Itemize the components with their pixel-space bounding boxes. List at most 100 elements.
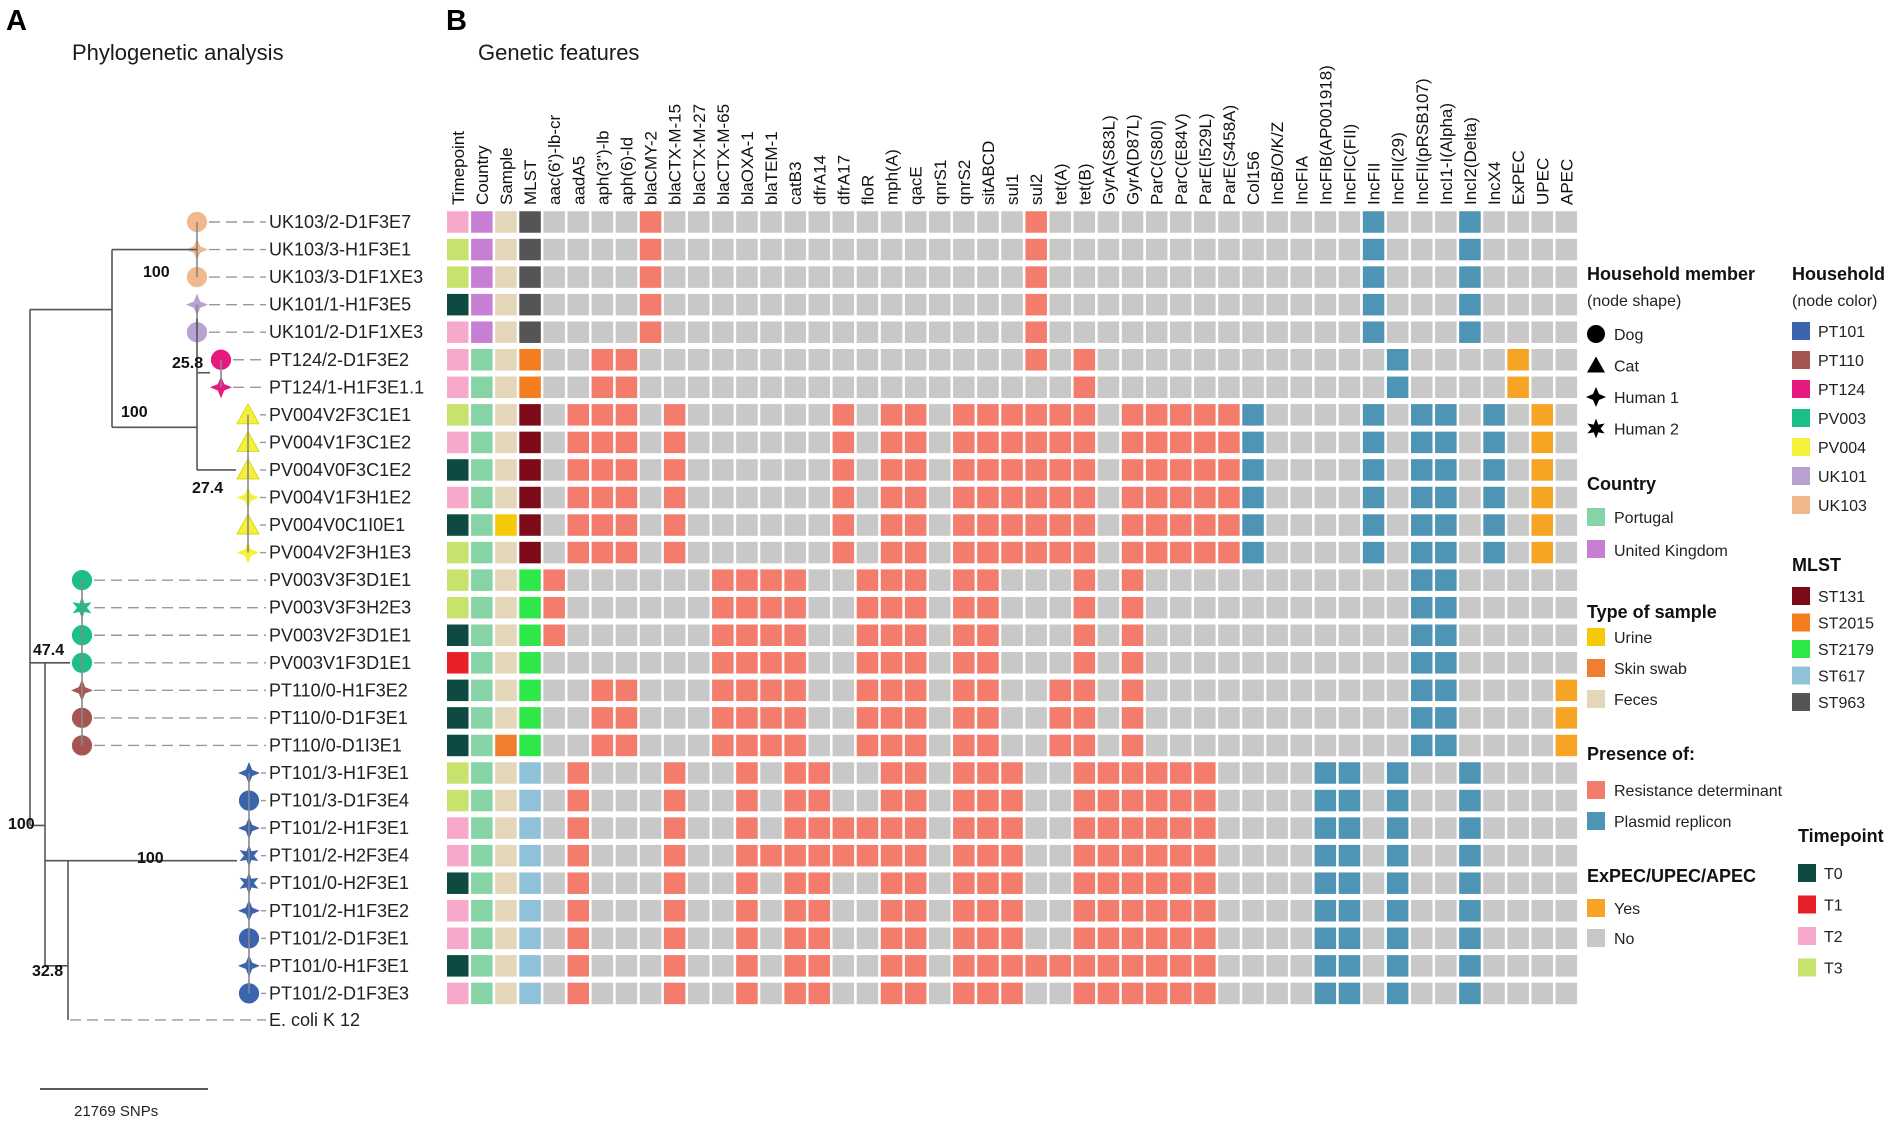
resistance-present-cell <box>880 707 903 729</box>
absent-cell <box>760 404 782 426</box>
resistance-present-cell <box>904 541 927 564</box>
resistance-present-cell <box>567 817 589 839</box>
absent-cell <box>929 762 951 784</box>
plasmid-present-cell <box>1459 844 1481 867</box>
resistance-present-cell <box>977 569 999 591</box>
column-header: blaTEM-1 <box>762 131 781 205</box>
absent-cell <box>736 293 758 316</box>
absent-cell <box>1459 569 1481 591</box>
absent-cell <box>880 376 903 399</box>
matrix-cell-timepoint <box>447 596 469 619</box>
column-header: floR <box>858 175 877 205</box>
absent-cell <box>712 844 734 867</box>
resistance-present-cell <box>1145 404 1168 426</box>
legend-label: T2 <box>1824 929 1843 946</box>
resistance-present-cell <box>1025 486 1047 509</box>
absent-cell <box>1483 927 1505 950</box>
absent-cell <box>856 900 879 922</box>
resistance-present-cell <box>1073 349 1096 371</box>
absent-cell <box>856 541 879 564</box>
absent-cell <box>1386 321 1409 343</box>
pathotype-no-cell <box>1507 982 1529 1005</box>
resistance-present-cell <box>904 431 927 454</box>
absent-cell <box>808 376 830 399</box>
absent-cell <box>1483 844 1505 867</box>
absent-cell <box>1290 844 1312 867</box>
resistance-present-cell <box>1121 486 1144 509</box>
absent-cell <box>1025 624 1047 646</box>
resistance-present-cell <box>832 844 855 867</box>
resistance-present-cell <box>1170 404 1192 426</box>
absent-cell <box>639 734 662 757</box>
plasmid-present-cell <box>1435 541 1457 564</box>
resistance-present-cell <box>808 955 830 977</box>
absent-cell <box>856 404 879 426</box>
resistance-present-cell <box>1145 789 1168 812</box>
resistance-present-cell <box>953 734 975 757</box>
plasmid-present-cell <box>1435 707 1457 729</box>
resistance-present-cell <box>904 679 927 702</box>
absent-cell <box>543 872 565 894</box>
pathotype-no-cell <box>1507 569 1529 591</box>
resistance-present-cell <box>1049 459 1071 481</box>
absent-cell <box>1097 376 1120 399</box>
resistance-present-cell <box>880 404 903 426</box>
legend-swatch <box>1798 927 1816 945</box>
absent-cell <box>1218 293 1240 316</box>
absent-cell <box>1097 652 1120 674</box>
absent-cell <box>543 514 565 536</box>
absent-cell <box>712 872 734 894</box>
absent-cell <box>784 266 806 288</box>
absent-cell <box>663 211 686 233</box>
tip-label: PT101/3-H1F3E1 <box>269 763 409 783</box>
resistance-present-cell <box>567 872 589 894</box>
absent-cell <box>760 955 782 977</box>
legend-swatch <box>1792 467 1810 485</box>
resistance-present-cell <box>1073 789 1096 812</box>
absent-cell <box>1435 266 1457 288</box>
absent-cell <box>639 707 662 729</box>
plasmid-present-cell <box>1459 872 1481 894</box>
resistance-present-cell <box>567 982 589 1005</box>
resistance-present-cell <box>615 514 638 536</box>
absent-cell <box>784 321 806 343</box>
legend-swatch <box>1792 438 1810 456</box>
absent-cell <box>1411 238 1433 261</box>
absent-cell <box>760 376 782 399</box>
resistance-present-cell <box>1170 762 1192 784</box>
absent-cell <box>929 514 951 536</box>
absent-cell <box>1435 211 1457 233</box>
resistance-present-cell <box>760 569 782 591</box>
absent-cell <box>856 431 879 454</box>
resistance-present-cell <box>1073 541 1096 564</box>
bootstrap-value: 27.4 <box>192 480 223 497</box>
plasmid-present-cell <box>1435 404 1457 426</box>
plasmid-present-cell <box>1411 707 1433 729</box>
resistance-present-cell <box>953 844 975 867</box>
plasmid-present-cell <box>1242 459 1264 481</box>
matrix-cell-mlst <box>519 266 541 288</box>
absent-cell <box>1338 596 1361 619</box>
absent-cell <box>1242 679 1264 702</box>
absent-cell <box>1025 707 1047 729</box>
plasmid-present-cell <box>1338 762 1361 784</box>
absent-cell <box>663 293 686 316</box>
absent-cell <box>856 321 879 343</box>
absent-cell <box>856 238 879 261</box>
resistance-present-cell <box>953 927 975 950</box>
pathotype-no-cell <box>1555 624 1578 646</box>
absent-cell <box>688 266 710 288</box>
absent-cell <box>1097 486 1120 509</box>
absent-cell <box>1483 596 1505 619</box>
absent-cell <box>784 376 806 399</box>
absent-cell <box>591 652 614 674</box>
resistance-present-cell <box>1121 431 1144 454</box>
absent-cell <box>1242 266 1264 288</box>
pathotype-no-cell <box>1555 486 1578 509</box>
pathotype-no-cell <box>1507 707 1529 729</box>
resistance-present-cell <box>1145 844 1168 867</box>
absent-cell <box>1386 238 1409 261</box>
absent-cell <box>591 321 614 343</box>
absent-cell <box>832 211 855 233</box>
absent-cell <box>808 624 830 646</box>
